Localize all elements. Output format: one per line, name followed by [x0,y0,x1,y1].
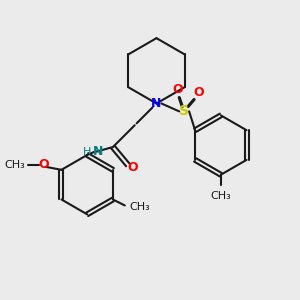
Text: N: N [93,146,104,158]
Text: S: S [179,104,189,118]
Text: H: H [83,147,91,157]
Text: CH₃: CH₃ [130,202,151,212]
Text: O: O [194,86,204,99]
Text: N: N [151,97,162,110]
Text: O: O [38,158,49,171]
Text: O: O [128,161,138,174]
Text: O: O [172,83,183,96]
Text: CH₃: CH₃ [4,160,25,170]
Text: CH₃: CH₃ [210,190,231,201]
